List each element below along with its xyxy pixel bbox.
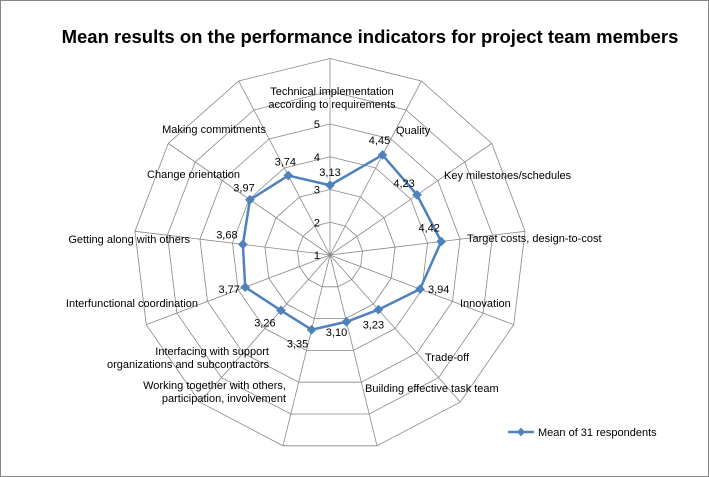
category-label: Quality [396, 125, 431, 137]
data-label: 3,23 [363, 320, 384, 332]
data-point [244, 194, 255, 205]
data-point [283, 170, 294, 181]
category-label: Key milestones/schedules [444, 170, 572, 182]
radial-tick-label: 4 [314, 152, 320, 164]
data-label: 3,68 [216, 229, 237, 241]
grid-spoke [199, 254, 331, 403]
grid-spoke [282, 254, 331, 446]
data-label: 3,35 [287, 339, 308, 351]
series-layer: 3,13 4,45 4,23 4,42 3,94 3,23 3,10 3,35 3,26 3,77… [216, 135, 449, 351]
grid-spoke [329, 230, 526, 256]
grid-ring [232, 156, 428, 351]
grid-spoke [329, 254, 378, 446]
category-label: Trade-off [425, 352, 470, 364]
chart-title: Mean results on the performance indicato… [61, 26, 679, 47]
radial-tick-label: 1 [314, 250, 320, 262]
data-point [306, 324, 317, 335]
data-point [275, 305, 286, 316]
radar-grid [134, 58, 526, 447]
category-label: Target costs, design-to-cost [467, 233, 602, 245]
data-point [415, 284, 425, 295]
grid-spoke [134, 230, 331, 256]
radial-tick-label: 2 [314, 217, 320, 229]
data-point [436, 236, 447, 247]
grid-ring [199, 123, 461, 383]
category-label: Interfacing with support organizations an… [107, 346, 270, 371]
category-label: Interfunctional coordination [66, 298, 198, 310]
grid-ring [297, 221, 363, 288]
data-label: 3,94 [428, 284, 449, 296]
data-label: 4,23 [393, 178, 414, 190]
category-label: Making commitments [162, 124, 266, 136]
data-label: 3,10 [326, 327, 347, 339]
data-point [373, 304, 384, 315]
data-point [325, 180, 335, 191]
data-label: 3,74 [275, 157, 296, 169]
grid-spoke [329, 80, 422, 256]
grid-spoke [329, 254, 461, 403]
data-label: 3,26 [254, 317, 275, 329]
category-label: Building effective task team [365, 383, 499, 395]
data-label: 3,77 [218, 284, 239, 296]
grid-ring [134, 58, 526, 447]
data-point [341, 316, 352, 327]
data-point [377, 149, 388, 160]
grid-ring [167, 90, 493, 415]
legend-label: Mean of 31 respondents [538, 427, 657, 439]
data-label: 4,42 [418, 223, 439, 235]
legend: Mean of 31 respondents [508, 427, 657, 439]
category-label: Getting along with others [68, 234, 190, 246]
radial-tick-label: 3 [314, 185, 320, 197]
radial-tick-labels: 1 2 3 4 5 [314, 119, 320, 262]
grid-spoke [329, 143, 492, 256]
category-label: Change orientation [147, 169, 240, 181]
grid-spoke [146, 254, 331, 326]
data-label: 4,45 [369, 135, 390, 147]
category-label: Innovation [460, 298, 511, 310]
radial-tick-label: 5 [314, 119, 320, 131]
legend-marker [516, 427, 526, 437]
grid-ring [264, 189, 396, 320]
data-point [237, 239, 248, 250]
series-line [241, 153, 443, 331]
category-label: Technical implementation according to req… [268, 86, 396, 111]
grid-spoke [238, 80, 331, 256]
data-point [412, 189, 423, 200]
data-label: 3,13 [319, 167, 340, 179]
data-label: 3,97 [233, 183, 254, 195]
category-labels: Technical implementation according to req… [66, 86, 602, 405]
category-label: Working together with others, participati… [143, 380, 286, 405]
data-point [240, 282, 251, 293]
